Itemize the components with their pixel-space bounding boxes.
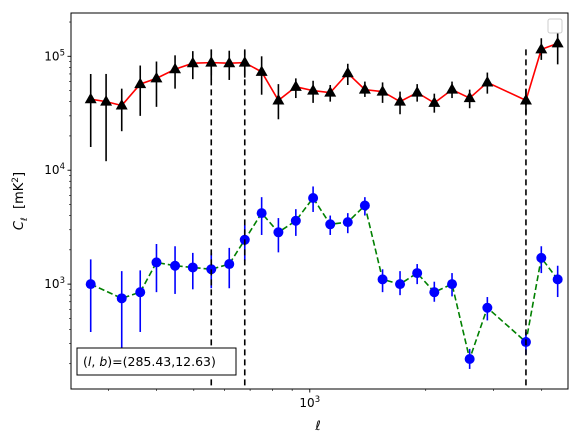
series-2-marker-5 [170,260,181,271]
series-2-marker-1 [85,279,96,290]
series-1-marker-14 [307,84,320,95]
y-axis-label: Cℓ [mK2] [11,172,30,230]
series-2-marker-6 [187,262,198,273]
series-2-marker-3 [135,287,146,298]
series-1-marker-12 [272,93,285,105]
series-2-marker-23 [482,302,493,313]
series-1-marker-27 [551,36,564,48]
series-2-marker-12 [290,215,301,226]
series-1-marker-22 [446,83,459,94]
x-axis-label: ℓ [314,419,320,434]
series-1-marker-20 [411,86,424,97]
series-2-marker-25 [536,252,547,263]
y-tick-label: 105 [44,48,65,63]
annotation-box: (l, b)=(285.43,12.63) [76,347,237,376]
series-2-marker-18 [395,279,406,290]
series-1-marker-1 [84,92,97,104]
series-2-marker-13 [308,193,319,204]
series-1-marker-19 [394,95,407,106]
series-2-marker-2 [116,293,127,304]
series-2-marker-7 [206,264,217,275]
series-2-marker-21 [447,279,458,290]
series-1-marker-21 [428,96,441,107]
series-1-marker-17 [358,83,371,94]
series-2-marker-15 [342,217,353,228]
series-2 [85,186,563,369]
series-1-marker-16 [341,66,354,78]
series-2-marker-17 [377,274,388,285]
x-tick-label: 103 [299,395,320,410]
series-1-marker-15 [324,86,337,97]
vlines-layer [210,49,527,389]
series-1-marker-11 [255,65,268,76]
series-2-marker-19 [412,268,423,279]
series-1-marker-4 [134,77,147,89]
series-1-marker-6 [169,62,182,74]
series-1-marker-25 [519,93,532,105]
series-1-marker-7 [186,56,199,68]
series-2-marker-10 [256,208,267,219]
y-tick-label: 103 [44,276,65,291]
plot-frame [70,12,569,390]
series-1-marker-23 [463,91,476,103]
series-2-marker-4 [151,257,162,268]
series-1-marker-2 [100,95,113,106]
series-1-marker-18 [376,85,389,96]
series-2-marker-11 [273,227,284,238]
series-1-marker-3 [115,98,128,110]
y-tick-label: 104 [44,162,65,177]
ticks-layer: 103 103 104 105 [44,21,543,410]
series-2-marker-26 [552,274,563,285]
series-1-marker-26 [535,42,548,54]
annotation-text: (l, b)=(285.43,12.63) [83,354,216,369]
series-1-marker-9 [223,56,236,68]
legend-box [547,18,563,34]
series-2-marker-20 [429,287,440,298]
series-2-marker-14 [325,219,336,230]
series-2-marker-8 [224,259,235,270]
series-1-marker-5 [150,71,163,83]
series-1-marker-24 [481,75,494,87]
series-1-marker-13 [289,80,302,91]
series-2-marker-22 [464,354,475,365]
series-2-marker-16 [359,200,370,211]
